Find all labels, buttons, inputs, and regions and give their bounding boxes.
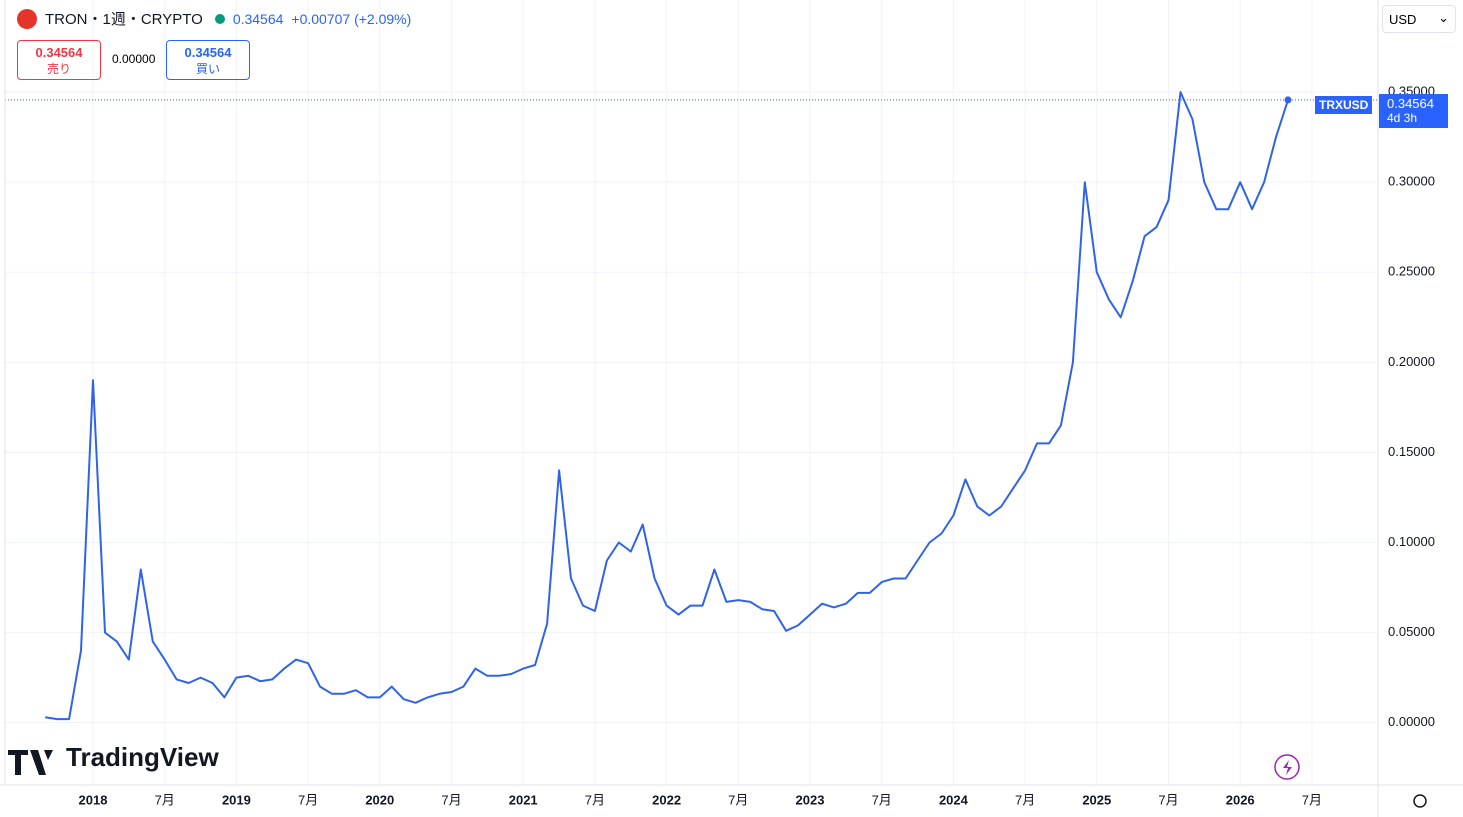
y-tick-label: 0.30000 bbox=[1388, 174, 1435, 189]
sell-label: 売り bbox=[46, 62, 71, 76]
tag-countdown: 4d 3h bbox=[1387, 111, 1418, 125]
brand-logo: TradingView bbox=[8, 742, 219, 775]
spread: 0.00000 bbox=[112, 52, 156, 66]
x-tick-label: 2023 bbox=[796, 792, 825, 807]
symbol[interactable]: TRON・1週・CRYPTO bbox=[45, 11, 203, 28]
price-line bbox=[45, 91, 1289, 721]
settings-icon[interactable] bbox=[1413, 794, 1427, 808]
tron-icon bbox=[17, 8, 37, 29]
y-tick-label: 0.05000 bbox=[1388, 624, 1435, 639]
currency: USD bbox=[1389, 12, 1417, 27]
buy-button[interactable]: 0.34564 買い bbox=[166, 40, 250, 80]
y-tick-label: 0.20000 bbox=[1388, 354, 1435, 369]
currency-select[interactable]: USD ⌄ bbox=[1382, 5, 1456, 33]
y-tick-label: 0.25000 bbox=[1388, 264, 1435, 279]
x-tick-label: 2021 bbox=[509, 792, 538, 807]
ticker-tag: TRXUSD bbox=[1315, 96, 1373, 114]
x-tick-label: 2020 bbox=[365, 792, 394, 807]
x-tick-label: 7月 bbox=[441, 792, 461, 807]
tag-price: 0.34564 bbox=[1387, 96, 1434, 111]
lightning-icon[interactable] bbox=[1274, 754, 1300, 780]
market-status bbox=[214, 13, 225, 24]
x-tick-label: 7月 bbox=[728, 792, 748, 807]
x-tick-label: 7月 bbox=[298, 792, 318, 807]
sell-button[interactable]: 0.34564 売り bbox=[17, 40, 101, 80]
change: +0.00707 (+2.09%) bbox=[291, 10, 412, 27]
x-tick-label: 2025 bbox=[1082, 792, 1111, 807]
last-point bbox=[1284, 96, 1292, 104]
x-tick-label: 2019 bbox=[222, 792, 251, 807]
price-tag: 0.34564 4d 3h bbox=[1379, 94, 1448, 128]
x-tick-label: 7月 bbox=[1015, 792, 1035, 807]
chevron: ⌄ bbox=[1438, 10, 1449, 25]
price: 0.34564 bbox=[232, 10, 284, 27]
y-tick-label: 0.10000 bbox=[1388, 534, 1435, 549]
x-tick-label: 7月 bbox=[1302, 792, 1322, 807]
x-tick-label: 7月 bbox=[155, 792, 175, 807]
x-tick-label: 7月 bbox=[872, 792, 892, 807]
header: TRON・1週・CRYPTO 0.34564 +0.00707 (+2.09%) bbox=[17, 8, 411, 29]
x-tick-label: 2018 bbox=[79, 792, 108, 807]
x-tick-label: 7月 bbox=[1158, 792, 1178, 807]
buy-price: 0.34564 bbox=[184, 45, 232, 60]
y-tick-label: 0.15000 bbox=[1388, 444, 1435, 459]
x-tick-label: 7月 bbox=[585, 792, 605, 807]
y-tick-label: 0.00000 bbox=[1388, 714, 1435, 729]
brand-name: TradingView bbox=[66, 742, 219, 772]
x-tick-label: 2026 bbox=[1226, 792, 1255, 807]
x-tick-label: 2024 bbox=[939, 792, 969, 807]
lightning-glyph bbox=[1283, 760, 1292, 775]
x-tick-label: 2022 bbox=[652, 792, 681, 807]
buy-label: 買い bbox=[195, 62, 220, 76]
sell-price: 0.34564 bbox=[35, 45, 83, 60]
